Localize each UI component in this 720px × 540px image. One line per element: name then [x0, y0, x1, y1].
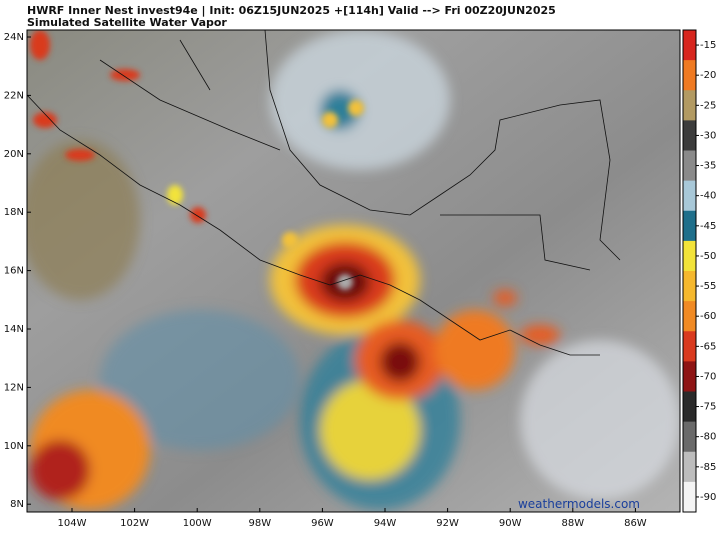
- lat-label: 24N: [4, 32, 24, 43]
- colorbar-cell: [683, 240, 696, 272]
- colorbar-label: -80: [700, 432, 716, 443]
- colorbar-label: -75: [700, 402, 716, 413]
- colorbar-cell: [683, 30, 696, 61]
- colorbar-cell: [683, 421, 696, 453]
- lat-label: 10N: [4, 441, 24, 452]
- colorbar-cell: [683, 120, 696, 151]
- lon-label: 104W: [58, 518, 87, 529]
- colorbar-label: -30: [700, 130, 716, 141]
- lon-label: 86W: [624, 518, 647, 529]
- colorbar-label: -55: [700, 281, 716, 292]
- axis-labels: 24N 22N 20N 18N 16N 14N 12N 10N 8N 104W 102W 100W 98…: [4, 32, 647, 529]
- map: weathermodels.com: [27, 30, 680, 512]
- lon-label: 88W: [561, 518, 584, 529]
- colorbar-cell: [683, 60, 696, 91]
- colorbar-label: -70: [700, 371, 716, 382]
- lat-label: 22N: [4, 90, 24, 101]
- lat-label: 20N: [4, 149, 24, 160]
- lat-label: 18N: [4, 207, 24, 218]
- colorbar-cell: [683, 451, 696, 483]
- colorbar-cell: [683, 180, 696, 212]
- colorbar-frame: [682, 29, 697, 513]
- colorbar-label: -50: [700, 251, 716, 262]
- watermark: weathermodels.com: [518, 497, 640, 511]
- header-title: HWRF Inner Nest invest94e | Init: 06Z15J…: [27, 4, 556, 17]
- colorbar-cell: [683, 271, 696, 302]
- cloud-field: [27, 30, 680, 510]
- colorbar-label: -20: [700, 70, 716, 81]
- colorbar-cell: [683, 301, 696, 332]
- lon-label: 92W: [436, 518, 459, 529]
- lat-label: 16N: [4, 266, 24, 277]
- colorbar-label: -90: [700, 492, 716, 503]
- colorbar-label: -15: [700, 40, 716, 51]
- colorbar: -15 -20 -25 -30 -35 -40 -45 -50 -55 -60 -65 -70 -75 -…: [682, 29, 716, 513]
- lon-label: 94W: [374, 518, 397, 529]
- colorbar-label: -25: [700, 100, 716, 111]
- lon-label: 98W: [248, 518, 271, 529]
- lon-label: 102W: [120, 518, 149, 529]
- colorbar-label: -85: [700, 462, 716, 473]
- coastlines: [27, 30, 621, 356]
- lat-label: 8N: [10, 499, 24, 510]
- colorbar-cell: [683, 391, 696, 423]
- lat-label: 14N: [4, 324, 24, 335]
- colorbar-label: -60: [700, 311, 716, 322]
- colorbar-label: -45: [700, 221, 716, 232]
- lon-label: 96W: [311, 518, 334, 529]
- colorbar-cell: [683, 331, 696, 362]
- header-subtitle: Simulated Satellite Water Vapor: [27, 16, 227, 29]
- colorbar-cell: [683, 481, 696, 513]
- colorbar-label: -40: [700, 191, 716, 202]
- lat-label: 12N: [4, 382, 24, 393]
- colorbar-cell: [683, 361, 696, 392]
- colorbar-label: -35: [700, 161, 716, 172]
- lon-label: 100W: [183, 518, 212, 529]
- colorbar-cell: [683, 210, 696, 242]
- small-cells: [30, 30, 364, 290]
- colorbar-cell: [683, 90, 696, 121]
- colorbar-label: -65: [700, 341, 716, 352]
- lon-label: 90W: [499, 518, 522, 529]
- colorbar-cell: [683, 150, 696, 182]
